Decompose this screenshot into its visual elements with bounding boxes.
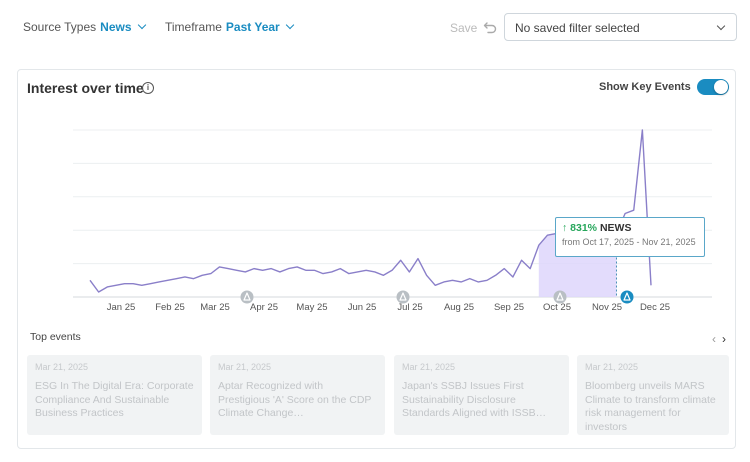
x-tick-label: May 25 [296,302,327,313]
next-arrow-icon[interactable]: › [722,332,726,346]
event-card[interactable]: Mar 21, 2025 ESG In The Digital Era: Cor… [27,355,202,435]
show-key-events-label: Show Key Events [599,81,691,93]
saved-filter-value: No saved filter selected [515,21,640,35]
toggle-knob [714,80,728,94]
x-tick-label: Nov 25 [592,302,622,313]
chevron-down-icon [285,20,294,30]
undo-icon[interactable] [482,19,498,35]
event-date: Mar 21, 2025 [402,362,456,372]
card-title: Interest over time [27,80,144,96]
tooltip-headline: ↑ 831% NEWS [562,222,698,234]
interest-over-time-card: Interest over time i Show Key Events Jan… [17,69,736,449]
x-tick-label: Dec 25 [640,302,670,313]
key-event-icon [399,292,407,301]
x-tick-label: Feb 25 [155,302,185,313]
chart-tooltip: ↑ 831% NEWS from Oct 17, 2025 - Nov 21, … [555,217,705,257]
event-card[interactable]: Mar 21, 2025 Aptar Recognized with Prest… [210,355,385,435]
show-key-events-toggle[interactable] [697,79,729,95]
info-icon[interactable]: i [142,82,154,94]
event-title: Japan's SSBJ Issues First Sustainability… [402,380,547,419]
chevron-down-icon [137,20,146,30]
filter-bar: Source Types News Timeframe Past Year Sa… [0,0,750,58]
source-types-label: Source Types [23,20,97,34]
prev-arrow-icon[interactable]: ‹ [712,332,716,346]
timeframe-label: Timeframe [165,20,222,34]
x-tick-label: Jan 25 [107,302,136,313]
event-date: Mar 21, 2025 [218,362,272,372]
x-tick-label: Jul 25 [397,302,422,313]
x-tick-label: Jun 25 [348,302,377,313]
x-tick-label: Aug 25 [444,302,474,313]
save-button[interactable]: Save [450,21,478,35]
event-title: Aptar Recognized with Prestigious 'A' Sc… [218,380,372,419]
tooltip-change: ↑ 831% [562,222,598,234]
events-pagination: ‹ › [706,332,726,346]
source-types-filter[interactable]: Source Types News [23,20,146,34]
top-events-heading: Top events [30,331,81,343]
chevron-down-icon [716,21,726,31]
event-card[interactable]: Mar 21, 2025 Japan's SSBJ Issues First S… [394,355,569,435]
key-event-icon [556,292,564,301]
x-tick-label: Mar 25 [200,302,230,313]
source-types-value: News [100,20,132,34]
event-date: Mar 21, 2025 [585,362,639,372]
key-event-icon [243,292,251,301]
tooltip-source: NEWS [599,222,632,234]
event-title: ESG In The Digital Era: Corporate Compli… [35,380,194,419]
tooltip-range: from Oct 17, 2025 - Nov 21, 2025 [562,237,696,247]
key-event-icon [623,292,631,301]
x-tick-label: Sep 25 [494,302,524,313]
interest-chart: Jan 25 Feb 25 Mar 25 Apr 25 May 25 Jun 25 Jul … [73,129,712,313]
event-date: Mar 21, 2025 [35,362,89,372]
timeframe-filter[interactable]: Timeframe Past Year [165,20,294,34]
timeframe-value: Past Year [225,20,280,34]
saved-filter-select[interactable]: No saved filter selected [504,13,737,41]
event-card[interactable]: Mar 21, 2025 Bloomberg unveils MARS Clim… [577,355,729,435]
x-tick-label: Apr 25 [250,302,278,313]
event-title: Bloomberg unveils MARS Climate to transf… [585,380,716,433]
x-tick-label: Oct 25 [543,302,571,313]
